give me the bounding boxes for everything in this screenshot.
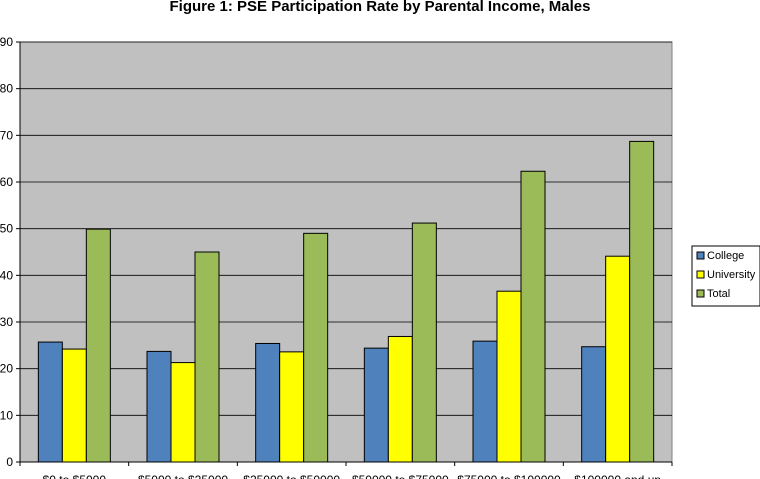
legend-label-total: Total bbox=[707, 288, 730, 300]
y-tick-label: 0 bbox=[6, 455, 13, 469]
bar-total bbox=[520, 170, 546, 463]
y-tick-label: 20 bbox=[0, 362, 13, 376]
x-tick-label: $50000 to $75000 bbox=[352, 473, 449, 479]
x-tick-label: $0 to $5000 bbox=[43, 473, 107, 479]
legend-swatch-university bbox=[696, 270, 705, 279]
legend-label-college: College bbox=[707, 250, 744, 262]
bar-university bbox=[170, 362, 196, 463]
legend: College University Total bbox=[691, 245, 760, 307]
chart-title: Figure 1: PSE Participation Rate by Pare… bbox=[170, 0, 591, 15]
bar-college bbox=[472, 340, 498, 463]
x-axis: $0 to $5000 $5000 to $25000 $25000 to $500… bbox=[19, 462, 673, 479]
x-tick-label: $5000 to $25000 bbox=[138, 473, 228, 479]
y-axis: 0 10 20 30 40 50 60 70 80 90 bbox=[0, 35, 672, 469]
y-tick-label: 60 bbox=[0, 175, 13, 189]
y-tick-label: 30 bbox=[0, 315, 13, 329]
bar-university bbox=[279, 351, 305, 463]
bar-college bbox=[37, 341, 63, 463]
y-tick-label: 40 bbox=[0, 268, 13, 282]
y-tick-label: 10 bbox=[0, 408, 13, 422]
bar-college bbox=[146, 350, 172, 463]
legend-swatch-total bbox=[696, 289, 705, 298]
bar-college bbox=[581, 346, 607, 463]
gridlines bbox=[20, 41, 672, 416]
y-tick-label: 70 bbox=[0, 128, 13, 142]
x-tick-label: $75000 to $100000 bbox=[457, 473, 561, 479]
y-tick-label: 80 bbox=[0, 82, 13, 96]
bar-university bbox=[387, 335, 413, 463]
legend-swatch-college bbox=[696, 251, 705, 260]
y-tick-label: 50 bbox=[0, 222, 13, 236]
bar-total bbox=[411, 222, 437, 463]
y-tick-label: 90 bbox=[0, 35, 13, 49]
bar-university bbox=[61, 348, 87, 463]
bar-total bbox=[85, 228, 111, 463]
legend-label-university: University bbox=[707, 269, 756, 281]
bar-total bbox=[194, 251, 220, 463]
bar-university bbox=[496, 290, 522, 463]
plot-area bbox=[19, 41, 673, 463]
x-tick-label: $25000 to $50000 bbox=[243, 473, 340, 479]
bar-college bbox=[363, 347, 389, 463]
bar-university bbox=[605, 255, 631, 463]
bar-total bbox=[303, 232, 329, 463]
bar-college bbox=[255, 342, 281, 463]
x-tick-label: $100000 and up bbox=[574, 473, 661, 479]
bar-total bbox=[629, 140, 655, 463]
bars bbox=[37, 140, 655, 463]
